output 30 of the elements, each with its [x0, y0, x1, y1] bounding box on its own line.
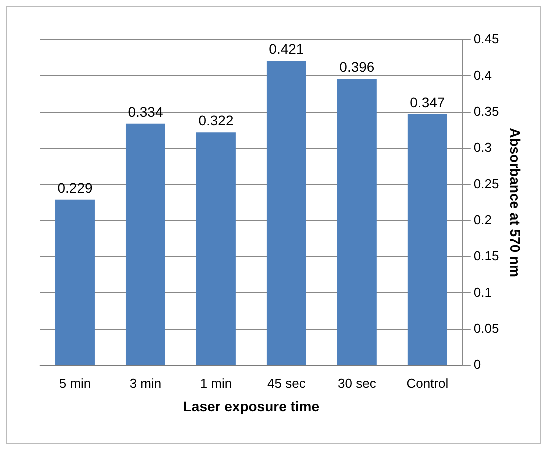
x-tick-label: 30 sec	[338, 376, 377, 391]
y-tick-label: 0.05	[474, 321, 500, 336]
data-label: 0.396	[340, 58, 375, 75]
data-label: 0.334	[128, 104, 164, 120]
bar	[196, 132, 236, 366]
y-axis-title: Absorbance at 570 nm	[508, 128, 524, 278]
x-tick-label: 1 min	[200, 376, 232, 391]
data-label: 0.229	[58, 180, 93, 196]
data-label: 0.421	[269, 40, 304, 57]
x-axis-title: Laser exposure time	[183, 398, 320, 414]
bar	[266, 60, 306, 366]
y-tick-label: 0.15	[474, 248, 500, 264]
y-tick-label: 0.2	[474, 212, 492, 228]
x-tick-label: 45 sec	[268, 376, 306, 391]
y-tick-label: 0.1	[474, 284, 492, 300]
bar	[126, 124, 166, 366]
y-tick-label: 0.3	[474, 140, 492, 156]
x-tick-label: 3 min	[130, 376, 162, 391]
y-tick-label: 0.35	[474, 104, 500, 119]
y-tick-label: 0	[474, 357, 482, 372]
x-tick-label: 5 min	[59, 376, 92, 391]
data-label: 0.347	[410, 94, 446, 110]
data-label: 0.322	[198, 112, 234, 128]
bar	[56, 200, 95, 366]
y-tick-label: 0.4	[474, 68, 492, 83]
bar	[337, 79, 377, 366]
y-tick-label: 0.25	[474, 176, 500, 192]
y-tick-label: 0.45	[474, 32, 500, 47]
x-tick-label: Control	[406, 376, 449, 391]
bar	[408, 114, 448, 366]
